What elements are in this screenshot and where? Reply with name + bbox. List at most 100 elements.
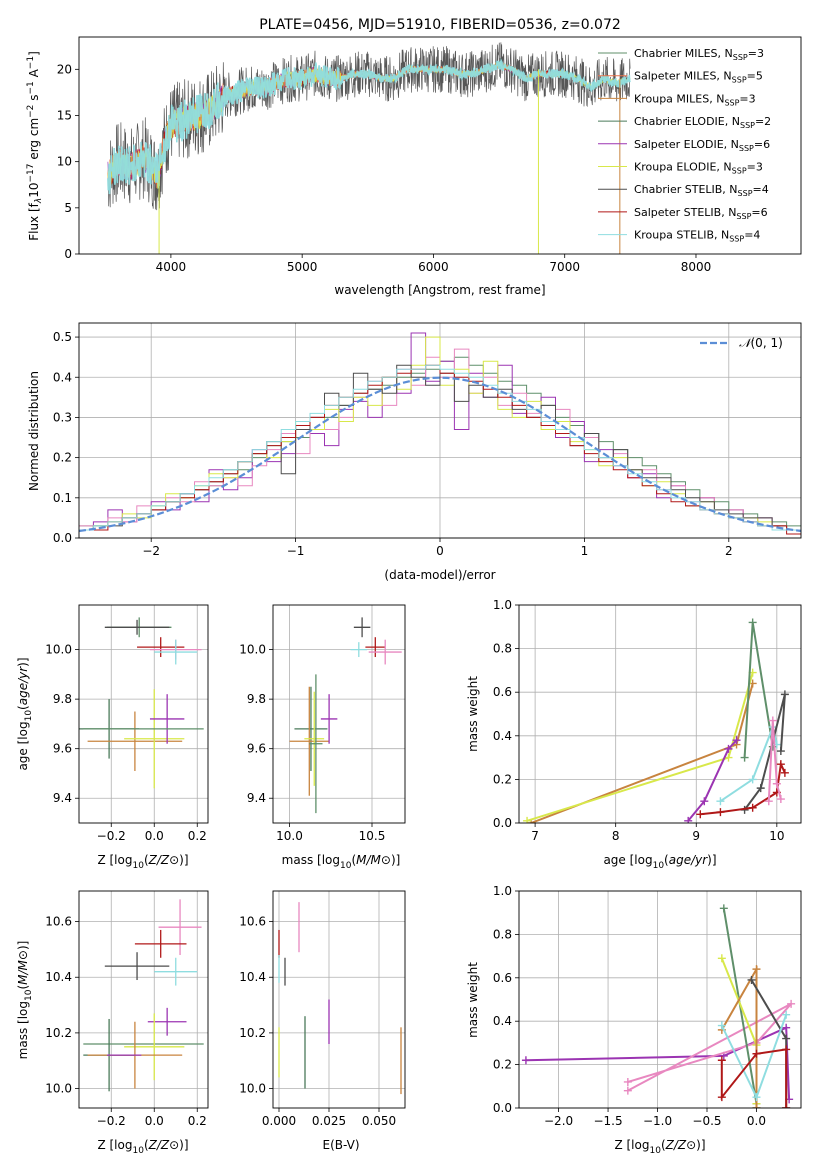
error-bar-point [304,691,325,786]
weight-marker [719,904,728,913]
error-bar-point [154,639,198,665]
error-bar-point [124,1013,185,1081]
weight-marker [748,618,757,627]
legend-label: Salpeter MILES, NSSP=5 [634,70,763,85]
x-tick-label: −1 [287,544,305,558]
x-tick-label: 0.0 [145,829,164,843]
y-tick-label: 10.2 [239,1026,266,1040]
plot-area [278,902,402,1095]
error-bar-point [350,642,368,658]
y-axis-label: Flux [fλ10−17 erg cm−2 s−1 A−1] [26,51,44,241]
error-bar-point [137,637,185,658]
error-bar-point [149,694,185,744]
x-tick-label: 0.2 [188,829,207,843]
axes-frame [78,322,802,539]
y-tick-label: 0.8 [493,642,512,656]
y-axis-label: age [log10(age/yr)] [16,657,34,770]
error-bar-point [309,674,323,814]
weight-marker [782,1010,791,1019]
panel-weight_vs_Z: −2.0 −1.5 −1.0 −0.5 0.0 0.0 0.2 0.4 0.6 0.8 1.0 mas… [466,884,802,1156]
axis-label: mass [log10(M/M⊙)] [16,941,34,1060]
error-bar-point [87,711,183,771]
x-tick-label: −1.5 [593,1114,622,1128]
axis-label: mass [log10(M/M⊙)] [282,853,401,871]
weight-marker [780,690,789,699]
weight-marker [782,1045,791,1054]
weight-marker [756,784,765,793]
axes-frame [518,890,802,1109]
error-bar-point [134,929,187,958]
error-bar-point [158,899,202,955]
y-axis-label: Normed distribution [27,371,41,491]
panel-residuals: −2 −1 0 1 2 0.0 0.1 0.2 0.3 0.4 0.5 (data-model)/er… [27,322,802,582]
y-tick-label: 9.4 [247,791,266,805]
y-tick-label: 0.4 [493,729,512,743]
weight-line-kroupa_elodie [526,672,754,822]
y-tick-label: 9.8 [53,692,72,706]
y-tick-label: 10.0 [45,643,72,657]
weight-marker [782,1104,791,1108]
weight-line-kroupa_miles [530,683,754,823]
y-tick-label: 10.0 [45,1082,72,1096]
weight-marker [717,1021,726,1030]
x-tick-label: 4000 [156,260,187,274]
legend-label: Chabrier STELIB, NSSP=4 [634,183,769,198]
weight-line-salpeter_stelib [720,1048,788,1108]
x-tick-label: 0.050 [362,1114,396,1128]
weight-marker [782,1034,791,1043]
y-tick-label: 0.4 [53,370,72,384]
x-tick-label: 0.0 [145,1114,164,1128]
weight-marker [776,795,785,804]
x-tick-label: −1.0 [643,1114,672,1128]
plot-area [289,617,402,814]
x-tick-label: 0.000 [262,1114,296,1128]
x-tick-label: 0.2 [188,1114,207,1128]
error-bar-point [124,689,185,789]
y-tick-label: 0.2 [493,1058,512,1072]
weight-marker [717,1056,726,1065]
y-tick-label: 0.5 [53,330,72,344]
x-axis-label: (data-model)/error [384,568,495,582]
weight-marker [768,716,777,725]
weight-marker [623,1086,632,1095]
plot-area [79,617,204,789]
y-tick-label: 15 [57,108,72,122]
x-tick-label: 8 [612,829,620,843]
weight-marker [732,736,741,745]
weight-line-chabrier_stelib [743,694,786,811]
y-tick-label: 10 [57,155,72,169]
plot-area [521,904,796,1108]
weight-marker [623,1077,632,1086]
x-tick-label: 5000 [287,260,318,274]
plot-area [107,42,631,254]
plot-area [523,618,789,823]
y-tick-label: 9.6 [53,742,72,756]
weight-line-salpeter_stelib [700,760,786,816]
x-tick-label: 6000 [418,260,449,274]
weight-line-pink [767,720,782,802]
x-tick-label: −2 [142,544,160,558]
y-axis-label: mass weight [466,676,480,752]
weight-marker [521,1056,530,1065]
y-tick-label: 1.0 [493,598,512,612]
y-tick-label: 0.6 [493,971,512,985]
weight-marker [717,954,726,963]
legend: Chabrier MILES, NSSP=3 Salpeter MILES, NS… [598,47,771,244]
weight-marker [748,775,757,784]
weight-marker [752,1104,761,1108]
y-tick-label: 0.0 [493,1101,512,1115]
weight-marker [684,816,693,823]
x-tick-label: 0.0 [747,1114,766,1128]
x-tick-label: −0.5 [692,1114,721,1128]
legend-label: Salpeter STELIB, NSSP=6 [634,206,768,221]
plot-area [83,899,204,1092]
legend-label: Kroupa MILES, NSSP=3 [634,92,756,107]
y-tick-label: 10.0 [239,1082,266,1096]
x-tick-label: 0 [436,544,444,558]
y-tick-label: 0.8 [493,927,512,941]
axis-label: Z [log10(Z/Z⊙)] [97,853,188,871]
x-tick-label: −0.2 [97,1114,126,1128]
x-tick-label: 9 [692,829,700,843]
y-tick-label: 0.4 [493,1014,512,1028]
error-bar-point [104,952,170,981]
